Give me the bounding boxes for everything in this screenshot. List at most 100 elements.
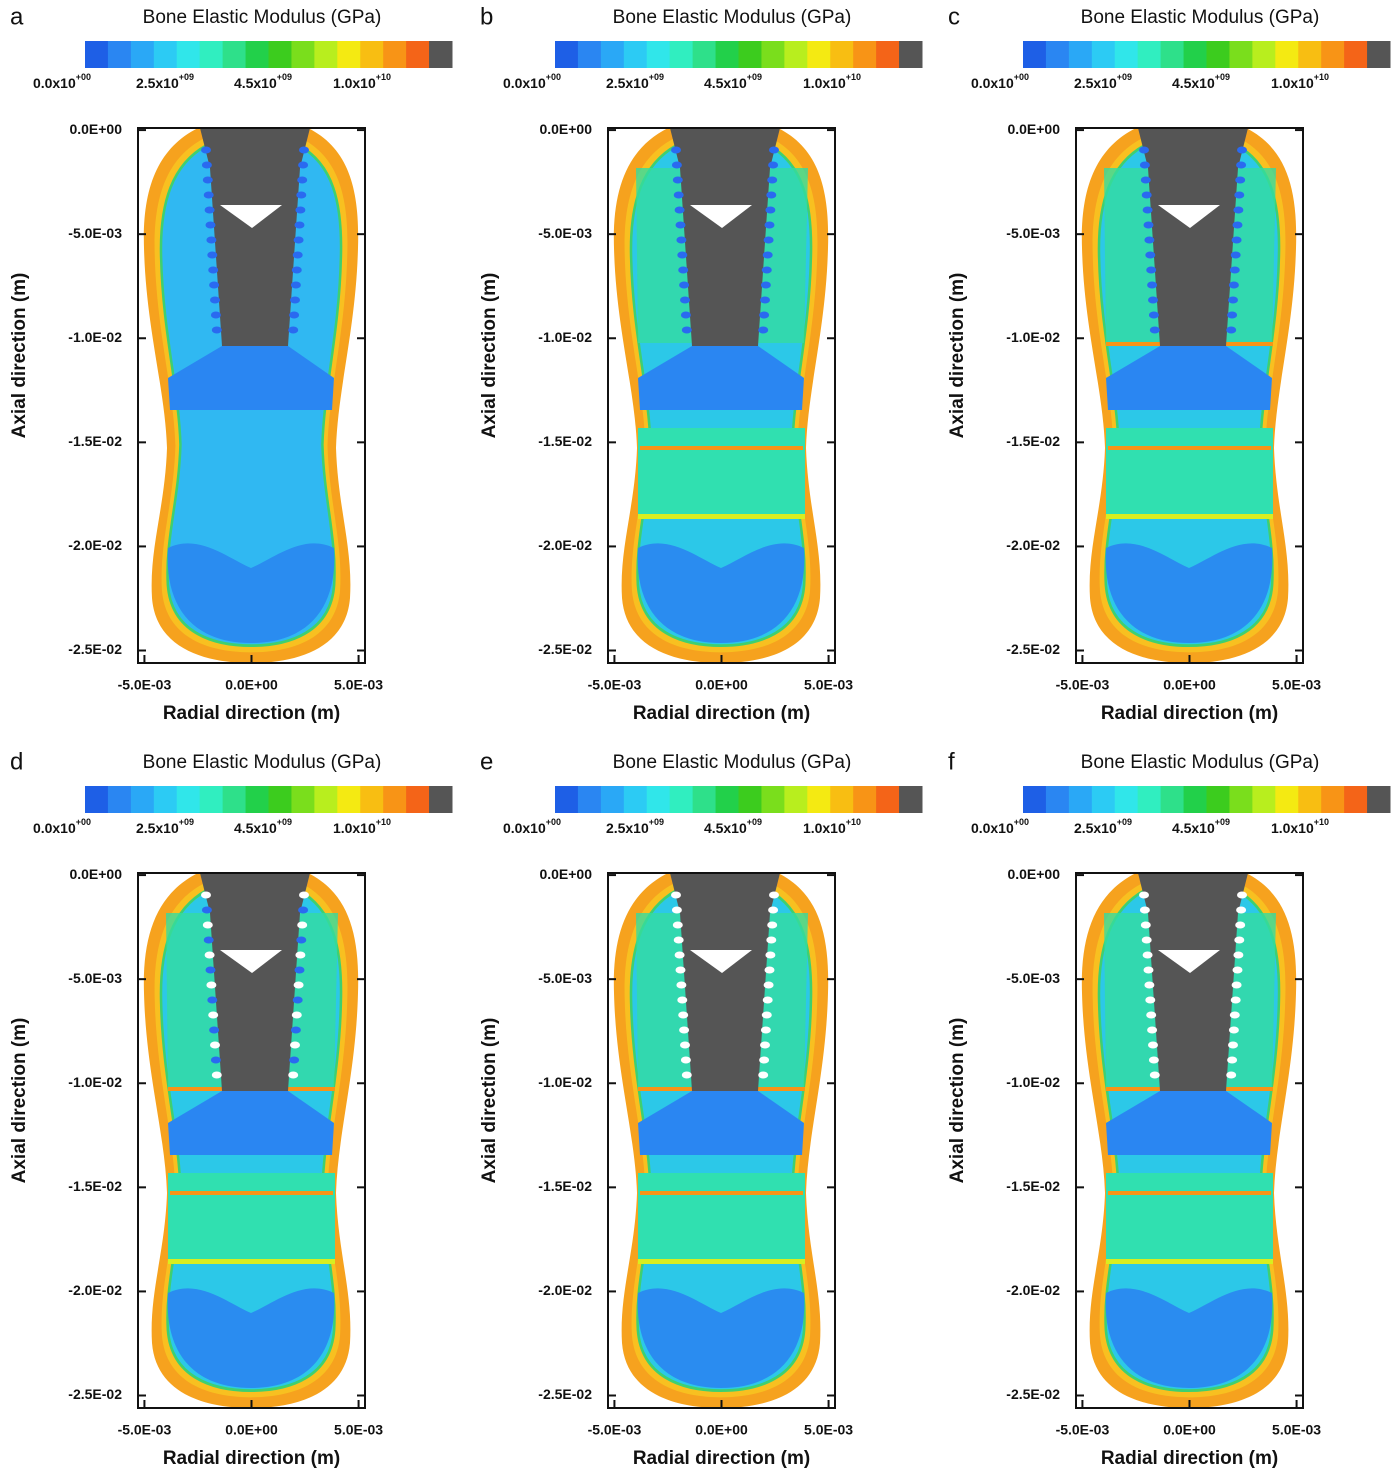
colorbar-tick-exponent: +09: [747, 817, 762, 827]
y-tick-label: -1.0E-02: [68, 1074, 122, 1090]
dense-region-upper: [168, 346, 334, 410]
thread: [1230, 996, 1241, 1004]
y-tick-label: 0.0E+00: [1007, 866, 1060, 882]
thread: [766, 191, 777, 199]
thread: [1230, 251, 1241, 259]
band-green: [1106, 1173, 1273, 1263]
implant: [670, 873, 780, 1091]
y-tick-label: -2.0E-02: [1006, 1282, 1060, 1298]
x-tick-label: -5.0E-03: [588, 1422, 642, 1438]
colorbar-tick-mantissa: 0.0x10: [33, 820, 76, 836]
thread: [768, 906, 779, 914]
colorbar-tick-mantissa: 4.5x10: [704, 820, 747, 836]
y-tick-label: -2.5E-02: [68, 641, 122, 657]
thread: [1141, 936, 1152, 944]
colorbar-tick-label: 0.0x10+00: [33, 817, 91, 835]
colorbar-tick-label: 4.5x10+09: [704, 817, 762, 835]
x-tick-label: 0.0E+00: [695, 1422, 748, 1438]
colorbar-swatch: [268, 41, 292, 68]
contour-field: [1081, 128, 1297, 663]
thread: [209, 1026, 220, 1034]
y-tick-label: -1.0E-02: [538, 1074, 592, 1090]
y-tick-label: -1.5E-02: [1006, 433, 1060, 449]
colorbar-swatch: [222, 786, 247, 813]
thread: [204, 951, 215, 959]
thread: [671, 906, 682, 914]
colorbar-swatch: [807, 41, 831, 68]
thread: [679, 1026, 690, 1034]
implant: [200, 128, 310, 346]
colorbar-swatch: [1137, 786, 1162, 813]
colorbar-swatch: [646, 786, 671, 813]
thread: [296, 191, 307, 199]
colorbar-swatch: [176, 786, 201, 813]
x-tick-label: -5.0E-03: [118, 677, 172, 693]
colorbar-title: Bone Elastic Modulus (GPa): [613, 7, 852, 28]
x-tick-label: -5.0E-03: [1056, 677, 1110, 693]
colorbar-tick-exponent: +00: [546, 817, 561, 827]
colorbar-swatch: [383, 41, 407, 68]
colorbar-swatch: [1114, 786, 1139, 813]
colorbar-tick-mantissa: 1.0x10: [333, 75, 376, 91]
y-axis-label: Axial direction (m): [479, 273, 500, 439]
thread: [681, 1071, 692, 1079]
colorbar-swatch: [876, 41, 900, 68]
thread: [678, 266, 689, 274]
thread: [1139, 906, 1150, 914]
thread: [672, 176, 683, 184]
colorbar-tick-label: 2.5x10+09: [136, 817, 194, 835]
colorbar-tick-label: 2.5x10+09: [136, 72, 194, 90]
implant-hole: [220, 205, 282, 228]
colorbar-tick-mantissa: 4.5x10: [234, 75, 277, 91]
colorbar-swatch: [1298, 786, 1322, 813]
colorbar-swatch: [899, 786, 923, 813]
thread: [291, 1011, 302, 1019]
colorbar-swatch: [1252, 786, 1276, 813]
colorbar-tick-label: 1.0x10+10: [803, 72, 861, 90]
y-tick-label: -5.0E-03: [538, 225, 592, 241]
thread: [680, 1056, 691, 1064]
thread: [761, 1011, 772, 1019]
panel-label: d: [10, 748, 23, 775]
thread: [680, 311, 691, 319]
thread: [299, 146, 309, 154]
colorbar-swatch: [222, 41, 247, 68]
thread: [674, 206, 685, 214]
implant: [200, 873, 310, 1091]
colorbar-tick-exponent: +10: [846, 72, 861, 82]
colorbar-tick-mantissa: 1.0x10: [1271, 75, 1314, 91]
dense-region-lower: [1105, 543, 1273, 643]
band-yellow: [1106, 514, 1273, 519]
thread: [1232, 221, 1243, 229]
thread: [759, 311, 770, 319]
thread: [293, 236, 304, 244]
panel: d Bone Elastic Modulus (GPa) 0.0x10+00 2.5x…: [9, 748, 453, 1469]
colorbar-tick-label: 1.0x10+10: [333, 72, 391, 90]
thread: [1148, 296, 1158, 304]
thread: [758, 1071, 769, 1079]
colorbar-tick-label: 0.0x10+00: [33, 72, 91, 90]
colorbar-tick-mantissa: 2.5x10: [1074, 820, 1117, 836]
thread: [1231, 981, 1242, 989]
thread: [1234, 191, 1245, 199]
contour-field: [143, 873, 359, 1408]
thread: [1148, 1056, 1159, 1064]
thread: [1233, 951, 1244, 959]
implant-hole: [1158, 205, 1220, 228]
colorbar-tick-exponent: +09: [277, 72, 292, 82]
colorbar-swatch: [268, 786, 292, 813]
colorbar-swatch: [1045, 786, 1070, 813]
colorbar-tick-label: 1.0x10+10: [1271, 72, 1329, 90]
thread: [1143, 221, 1154, 229]
thread: [1226, 326, 1237, 334]
y-axis-label: Axial direction (m): [479, 1018, 500, 1184]
thread: [675, 966, 686, 974]
colorbar-swatch: [176, 41, 201, 68]
y-tick-label: -2.0E-02: [538, 1282, 592, 1298]
thread: [1145, 996, 1156, 1004]
y-tick-label: -2.5E-02: [1006, 1386, 1060, 1402]
panel: e Bone Elastic Modulus (GPa) 0.0x10+00 2.5x…: [479, 748, 923, 1469]
colorbar-tick-exponent: +00: [1014, 72, 1029, 82]
colorbar-swatch: [1023, 41, 1047, 68]
